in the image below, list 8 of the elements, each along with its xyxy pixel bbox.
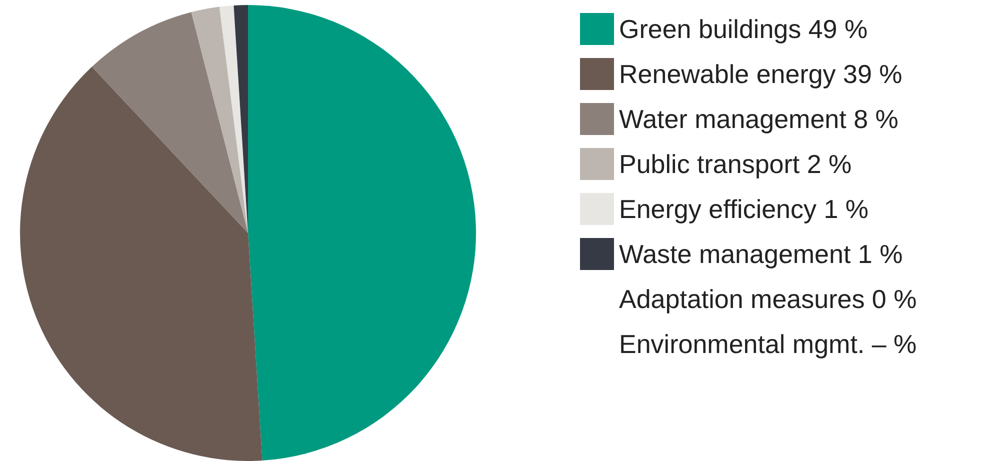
legend-label: Renewable energy 39 % xyxy=(619,59,902,89)
category-label: Environmental mgmt. – % xyxy=(619,329,917,359)
legend-label: Energy efficiency 1 % xyxy=(619,194,869,224)
legend-label: Water management 8 % xyxy=(619,104,898,134)
legend-label: Public transport 2 % xyxy=(619,149,852,179)
legend-label: Waste management 1 % xyxy=(619,239,903,269)
legend-label: Green buildings 49 % xyxy=(619,14,868,44)
category-label: Adaptation measures 0 % xyxy=(619,284,917,314)
